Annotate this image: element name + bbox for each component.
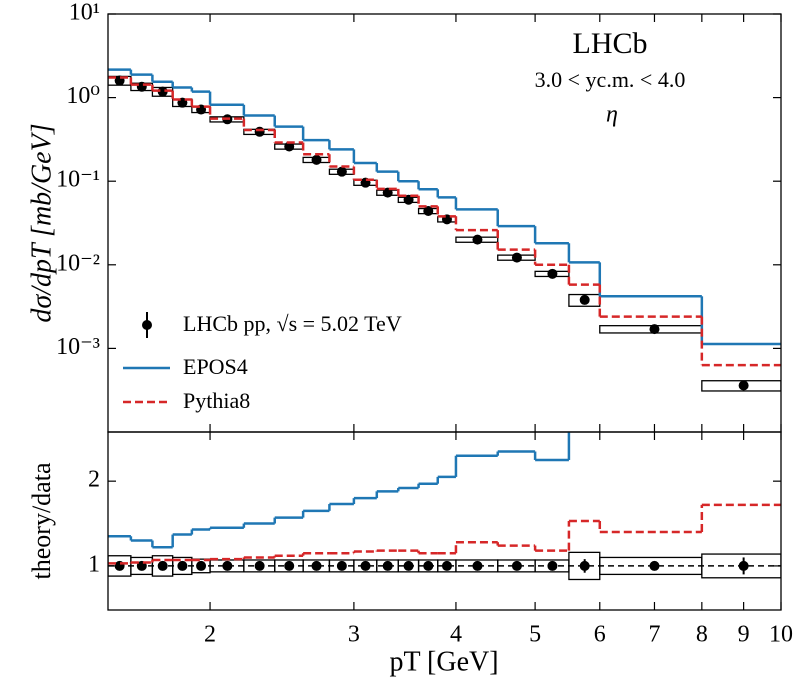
legend-label: LHCb pp, √s = 5.02 TeV <box>183 311 402 336</box>
data-point <box>382 560 393 571</box>
data-point <box>157 560 168 571</box>
data-point <box>284 560 295 571</box>
x-tick-label: 7 <box>648 622 660 648</box>
data-point <box>157 86 168 97</box>
data-point <box>196 560 207 571</box>
y-tick-label: 1 <box>88 551 100 577</box>
data-point <box>511 560 522 571</box>
data-point <box>403 194 414 205</box>
x-tick-label: 8 <box>696 622 708 648</box>
y-axis-label: dσ/dpT [mb/GeV] <box>26 123 57 322</box>
data-point <box>649 324 660 335</box>
data-point <box>547 560 558 571</box>
data-point <box>284 141 295 152</box>
data-point <box>472 560 483 571</box>
data-point <box>382 187 393 198</box>
y-tick-label: 10⁻² <box>56 250 100 276</box>
x-tick-label: 4 <box>450 622 462 648</box>
data-point <box>472 234 483 245</box>
x-tick-label: 10 <box>769 622 793 648</box>
legend-label: EPOS4 <box>183 354 248 379</box>
x-tick-label: 3 <box>348 622 360 648</box>
data-point <box>254 126 265 137</box>
data-point <box>136 81 147 92</box>
data-point <box>403 560 414 571</box>
y-tick-label: 10⁻¹ <box>56 167 100 193</box>
annotation: LHCb <box>573 27 648 60</box>
data-point <box>254 560 265 571</box>
x-tick-label: 9 <box>738 622 750 648</box>
data-point <box>738 380 749 391</box>
data-point <box>649 560 660 571</box>
data-point <box>579 294 590 305</box>
data-point <box>336 560 347 571</box>
data-point <box>423 560 434 571</box>
y-tick-label: 10⁻³ <box>56 334 100 360</box>
data-point <box>511 252 522 263</box>
data-point <box>579 560 590 571</box>
legend: LHCb pp, √s = 5.02 TeV EPOS4 Pythia8 <box>123 311 402 413</box>
legend-label: Pythia8 <box>183 388 250 413</box>
data-point <box>423 206 434 217</box>
data-point <box>441 560 452 571</box>
data-point <box>738 560 749 571</box>
data-point <box>222 560 233 571</box>
x-tick-label: 6 <box>594 622 606 648</box>
data-point <box>177 560 188 571</box>
x-tick-label: 5 <box>529 622 541 648</box>
x-axis-label: pT [GeV] <box>389 646 498 677</box>
plot-area <box>108 68 781 392</box>
data-point <box>311 154 322 165</box>
y-tick-label: 10¹ <box>69 0 100 26</box>
y-tick-label: 10⁰ <box>66 83 100 109</box>
data-point <box>336 166 347 177</box>
data-point <box>311 560 322 571</box>
y-tick-label: 2 <box>88 467 100 493</box>
y-axis-label: theory/data <box>27 462 56 579</box>
data-point <box>360 560 371 571</box>
data-point <box>547 268 558 279</box>
annotation: 3.0 < yc.m. < 4.0 <box>535 67 686 92</box>
plot-frame <box>107 431 782 611</box>
plot-area <box>108 432 781 581</box>
legend-symbol <box>142 320 152 330</box>
annotation: η <box>606 102 618 128</box>
x-tick-label: 2 <box>204 622 216 648</box>
